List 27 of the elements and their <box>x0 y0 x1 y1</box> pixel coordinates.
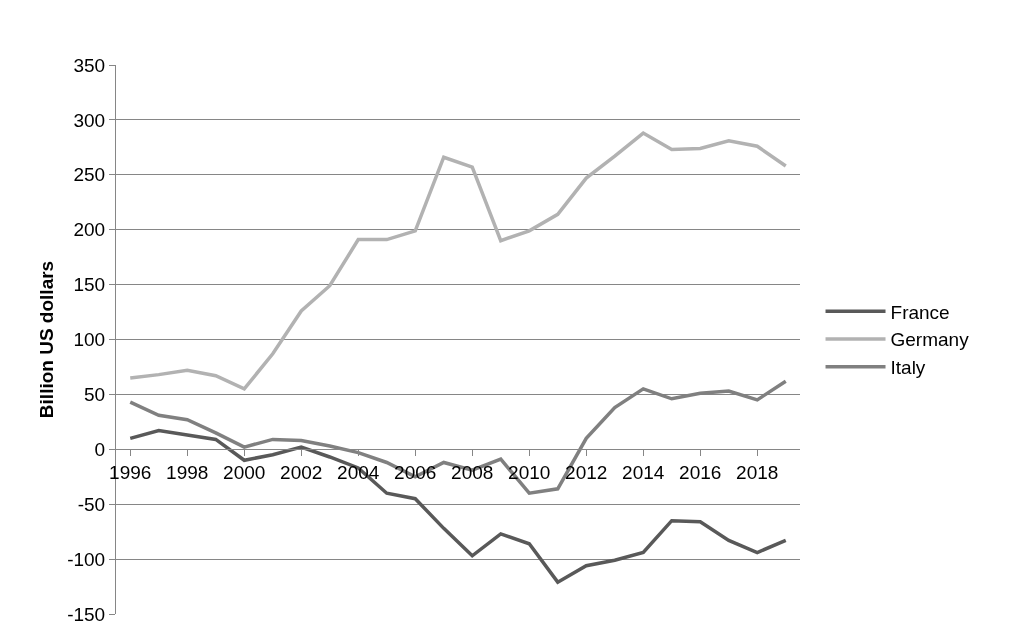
y-tick-label: 50 <box>84 384 106 406</box>
x-tick-label: 2006 <box>394 462 437 484</box>
y-tick-label: -150 <box>67 603 106 625</box>
y-tick-label: 350 <box>73 54 106 76</box>
y-tick-label: 250 <box>73 164 106 186</box>
y-tick-label: 300 <box>73 109 106 131</box>
legend-label: Germany <box>890 329 970 351</box>
y-tick-label: -50 <box>77 493 106 515</box>
y-tick-label: 200 <box>73 219 106 241</box>
x-tick-label: 2008 <box>451 462 494 484</box>
x-tick-label: 2002 <box>280 462 323 484</box>
x-tick-label: 2014 <box>622 462 665 484</box>
x-tick-label: 1996 <box>109 462 152 484</box>
y-tick-label: -100 <box>67 548 106 570</box>
line-series <box>128 131 788 391</box>
y-tick-label: 0 <box>94 438 106 460</box>
x-tick-label: 2010 <box>508 462 551 484</box>
x-tick-label: 1998 <box>166 462 209 484</box>
y-tick-label: 150 <box>73 274 106 296</box>
legend-label: Italy <box>890 357 926 379</box>
y-axis-title: Billion US dollars <box>36 260 58 419</box>
legend-label: France <box>890 301 950 323</box>
x-tick-label: 2018 <box>736 462 779 484</box>
x-tick-label: 2012 <box>565 462 608 484</box>
x-tick-label: 2016 <box>679 462 722 484</box>
x-tick-label: 2000 <box>223 462 266 484</box>
y-tick-label: 100 <box>73 329 106 351</box>
